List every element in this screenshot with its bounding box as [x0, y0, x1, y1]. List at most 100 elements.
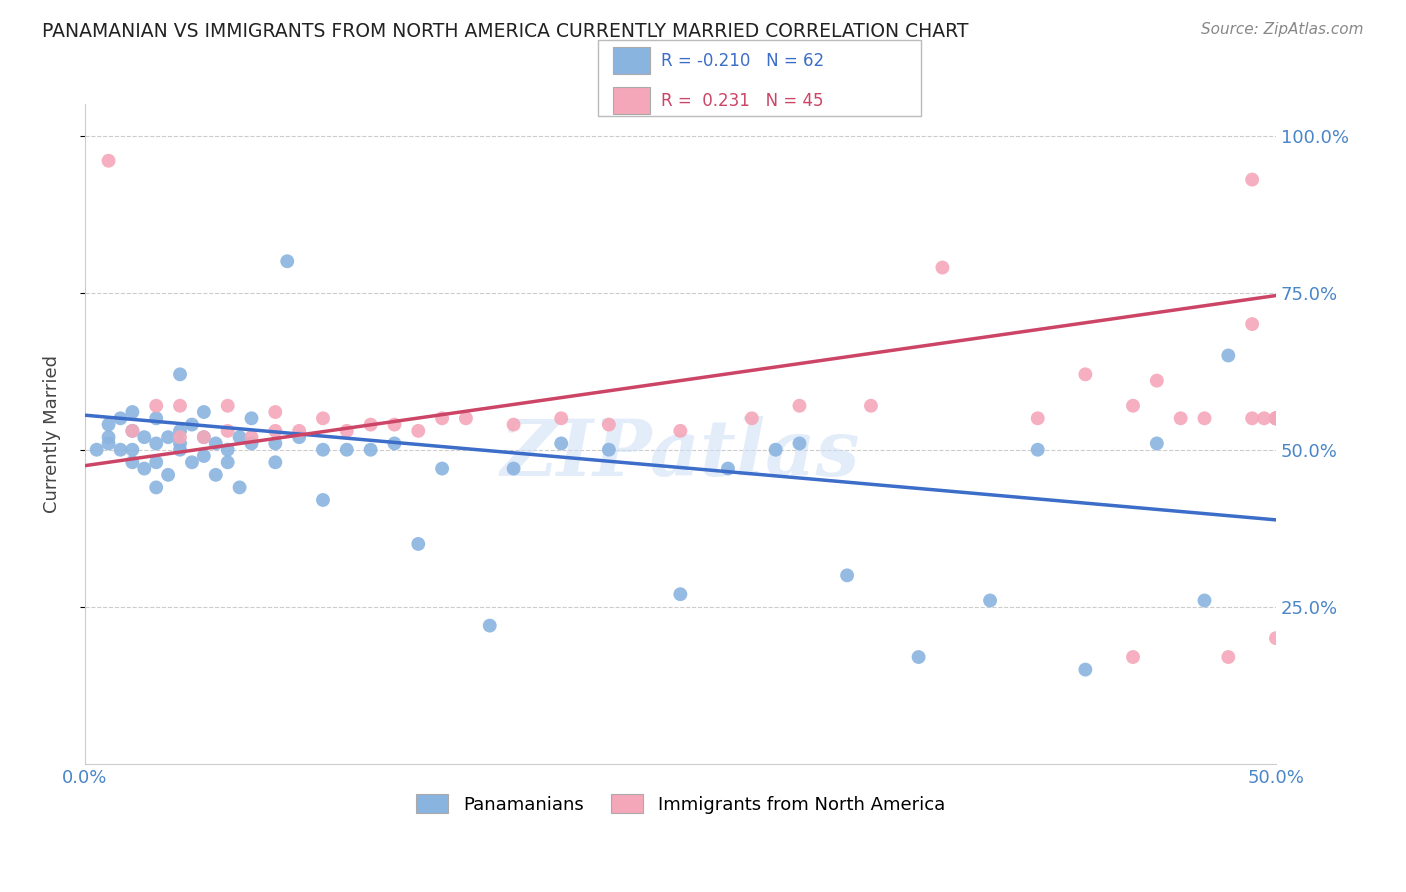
- Point: [789, 436, 811, 450]
- Point: [97, 153, 120, 168]
- Point: [1074, 368, 1097, 382]
- Point: [228, 480, 250, 494]
- Point: [478, 618, 501, 632]
- Point: [336, 424, 359, 438]
- Point: [169, 399, 191, 413]
- Point: [240, 430, 263, 444]
- Point: [276, 254, 298, 268]
- Point: [1146, 436, 1168, 450]
- Point: [907, 650, 929, 665]
- Point: [1265, 411, 1288, 425]
- Text: ZIPatlas: ZIPatlas: [501, 416, 860, 492]
- Point: [240, 411, 263, 425]
- Point: [502, 417, 524, 432]
- Point: [1218, 349, 1240, 363]
- Point: [204, 436, 226, 450]
- Point: [598, 442, 620, 457]
- Point: [859, 399, 882, 413]
- Point: [1026, 442, 1049, 457]
- Point: [384, 417, 406, 432]
- Point: [406, 537, 429, 551]
- Point: [193, 430, 215, 444]
- Point: [1265, 631, 1288, 645]
- Point: [384, 436, 406, 450]
- Point: [979, 593, 1001, 607]
- Point: [264, 424, 287, 438]
- Point: [1122, 399, 1144, 413]
- Point: [669, 424, 692, 438]
- Point: [1265, 411, 1288, 425]
- Point: [204, 467, 226, 482]
- Point: [264, 436, 287, 450]
- Point: [181, 417, 204, 432]
- Point: [1026, 411, 1049, 425]
- Point: [217, 455, 239, 469]
- Point: [145, 436, 167, 450]
- Point: [430, 411, 453, 425]
- Point: [312, 493, 335, 508]
- Point: [550, 411, 572, 425]
- Point: [134, 430, 156, 444]
- Point: [1218, 650, 1240, 665]
- Point: [598, 417, 620, 432]
- Point: [1146, 374, 1168, 388]
- Point: [181, 455, 204, 469]
- Point: [430, 461, 453, 475]
- Point: [312, 442, 335, 457]
- Point: [1265, 411, 1288, 425]
- Point: [264, 405, 287, 419]
- Point: [169, 430, 191, 444]
- Point: [217, 399, 239, 413]
- Point: [193, 405, 215, 419]
- Point: [1194, 411, 1216, 425]
- Text: PANAMANIAN VS IMMIGRANTS FROM NORTH AMERICA CURRENTLY MARRIED CORRELATION CHART: PANAMANIAN VS IMMIGRANTS FROM NORTH AMER…: [42, 22, 969, 41]
- Point: [669, 587, 692, 601]
- Point: [169, 436, 191, 450]
- Text: Source: ZipAtlas.com: Source: ZipAtlas.com: [1201, 22, 1364, 37]
- Point: [110, 442, 132, 457]
- Point: [97, 417, 120, 432]
- Point: [360, 442, 382, 457]
- Point: [1265, 411, 1288, 425]
- Point: [145, 480, 167, 494]
- Point: [121, 424, 143, 438]
- Point: [1241, 317, 1264, 331]
- Point: [169, 368, 191, 382]
- Point: [1265, 411, 1288, 425]
- Point: [406, 424, 429, 438]
- Point: [121, 455, 143, 469]
- Point: [550, 436, 572, 450]
- Point: [502, 461, 524, 475]
- Point: [1194, 593, 1216, 607]
- Point: [157, 430, 180, 444]
- Point: [336, 442, 359, 457]
- Point: [169, 424, 191, 438]
- Point: [264, 455, 287, 469]
- Point: [837, 568, 859, 582]
- Point: [717, 461, 740, 475]
- Y-axis label: Currently Married: Currently Married: [44, 355, 60, 513]
- Point: [931, 260, 953, 275]
- Point: [1122, 650, 1144, 665]
- Point: [217, 424, 239, 438]
- Legend: Panamanians, Immigrants from North America: Panamanians, Immigrants from North Ameri…: [409, 787, 952, 821]
- Point: [789, 399, 811, 413]
- Point: [312, 411, 335, 425]
- Point: [121, 405, 143, 419]
- Point: [360, 417, 382, 432]
- Point: [1074, 663, 1097, 677]
- Point: [121, 424, 143, 438]
- Point: [454, 411, 477, 425]
- Point: [169, 442, 191, 457]
- Point: [240, 436, 263, 450]
- Point: [86, 442, 108, 457]
- Point: [193, 430, 215, 444]
- Point: [121, 442, 143, 457]
- Point: [97, 436, 120, 450]
- Point: [157, 467, 180, 482]
- Point: [145, 411, 167, 425]
- Point: [217, 442, 239, 457]
- Text: R =  0.231   N = 45: R = 0.231 N = 45: [661, 92, 824, 110]
- Point: [765, 442, 787, 457]
- Point: [288, 430, 311, 444]
